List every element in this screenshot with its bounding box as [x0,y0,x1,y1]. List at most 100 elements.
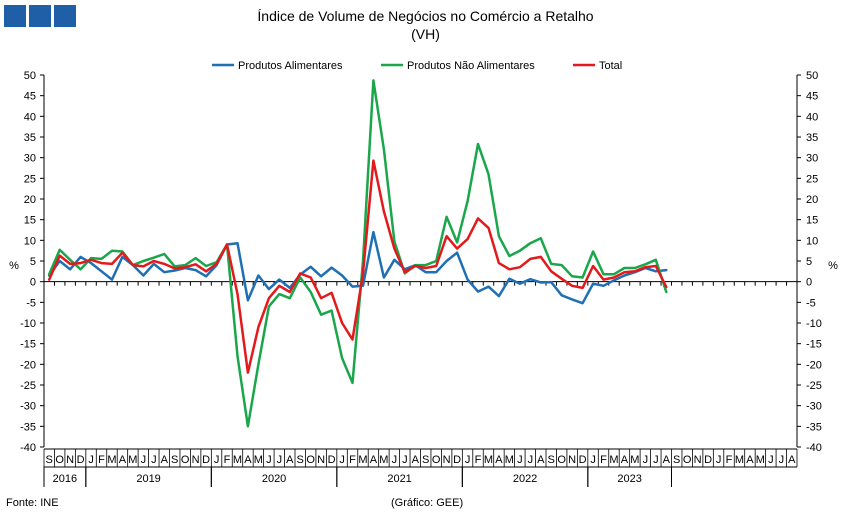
x-tick-label: M [484,454,493,466]
x-tick-label: D [77,454,85,466]
year-label: 2021 [387,473,411,485]
x-tick-label: A [495,454,503,466]
y-tick-label-left: 20 [24,194,36,206]
y-tick-label-left: 40 [24,111,36,123]
y-tick-label-left: 50 [24,70,36,82]
x-tick-label: J [151,454,157,466]
x-tick-label: A [788,454,796,466]
x-tick-label: D [328,454,336,466]
y-tick-label-left: -35 [20,421,36,433]
y-tick-label-left: 45 [24,91,36,103]
x-tick-label: M [735,454,744,466]
x-tick-label: N [317,454,325,466]
y-tick-label-right: 20 [806,194,818,206]
x-tick-label: J [590,454,596,466]
y-axis-label-left: % [9,260,19,272]
x-tick-label: O [181,454,190,466]
x-tick-label: A [161,454,169,466]
x-tick-label: J [528,454,534,466]
y-tick-label-right: -15 [806,339,822,351]
legend-label: Total [599,60,622,72]
x-tick-label: J [653,454,659,466]
logo-square [29,5,51,27]
y-tick-label-right: -20 [806,359,822,371]
x-tick-label: F [224,454,231,466]
x-tick-label: M [254,454,263,466]
y-tick-label-right: 5 [806,256,812,268]
x-tick-label: D [704,454,712,466]
x-tick-label: O [557,454,566,466]
x-tick-label: J [392,454,398,466]
y-tick-label-left: 30 [24,153,36,165]
x-tick-label: J [214,454,220,466]
y-tick-label-left: 25 [24,173,36,185]
x-tick-label: D [579,454,587,466]
year-label: 2019 [136,473,160,485]
y-tick-label-right: -10 [806,318,822,330]
credit-note: (Gráfico: GEE) [391,497,464,509]
x-tick-label: M [756,454,765,466]
x-tick-label: A [537,454,545,466]
y-tick-label-right: -5 [806,297,816,309]
y-tick-label-right: 15 [806,215,818,227]
y-tick-label-left: -10 [20,318,36,330]
x-tick-label: N [192,454,200,466]
y-tick-label-left: -5 [26,297,36,309]
chart-title: Índice de Volume de Negócios no Comércio… [257,8,594,24]
x-tick-label: M [630,454,639,466]
x-tick-label: F [349,454,356,466]
y-tick-label-left: -20 [20,359,36,371]
logo-square [4,5,26,27]
x-tick-label: J [517,454,523,466]
chart-subtitle: (VH) [411,26,440,42]
x-tick-label: J [716,454,722,466]
x-tick-label: J [277,454,283,466]
year-label: 2023 [617,473,641,485]
x-tick-label: A [663,454,671,466]
x-tick-label: O [432,454,441,466]
y-tick-label-right: 40 [806,111,818,123]
y-tick-label-right: -40 [806,442,822,454]
y-tick-label-right: -25 [806,380,822,392]
x-tick-label: F [600,454,607,466]
series-line-1 [47,230,668,305]
x-tick-label: A [412,454,420,466]
x-tick-label: J [88,454,94,466]
y-tick-label-right: 0 [806,277,812,289]
x-tick-label: S [171,454,178,466]
x-tick-label: M [358,454,367,466]
x-tick-label: J [339,454,345,466]
x-tick-label: O [683,454,692,466]
x-tick-label: N [694,454,702,466]
legend-label: Produtos Não Alimentares [407,60,535,72]
x-tick-label: S [548,454,555,466]
x-tick-label: D [453,454,461,466]
x-tick-label: O [306,454,315,466]
year-label: 2022 [513,473,537,485]
y-tick-label-left: 0 [30,277,36,289]
y-tick-label-right: -35 [806,421,822,433]
x-tick-label: O [55,454,64,466]
x-tick-label: M [609,454,618,466]
x-tick-label: J [465,454,471,466]
x-tick-label: S [297,454,304,466]
x-tick-label: M [128,454,137,466]
ine-logo-icon [4,5,76,27]
y-tick-label-left: 5 [30,256,36,268]
y-tick-label-left: 35 [24,132,36,144]
x-tick-label: F [726,454,733,466]
x-tick-label: N [443,454,451,466]
x-tick-label: A [119,454,127,466]
x-tick-label: A [286,454,294,466]
source-note: Fonte: INE [6,497,59,509]
x-tick-label: S [46,454,53,466]
series-line-3 [47,159,668,374]
x-tick-label: F [98,454,105,466]
series-line-2 [47,79,668,428]
y-tick-label-right: 30 [806,153,818,165]
x-tick-label: J [141,454,147,466]
x-tick-label: J [643,454,649,466]
y-tick-label-left: -30 [20,401,36,413]
x-tick-label: M [505,454,514,466]
